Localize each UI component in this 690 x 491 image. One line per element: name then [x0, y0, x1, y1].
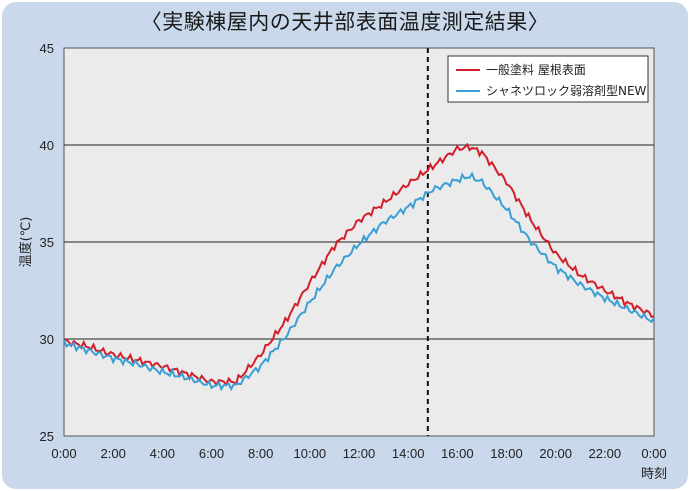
x-tick-label: 6:00 [199, 446, 224, 461]
x-tick-label: 12:00 [343, 446, 376, 461]
x-tick-label: 2:00 [101, 446, 126, 461]
x-tick-label: 16:00 [441, 446, 474, 461]
x-tick-label: 0:00 [641, 446, 666, 461]
y-tick-label: 40 [40, 138, 54, 153]
y-tick-label: 45 [40, 41, 54, 56]
series-line-2 [63, 171, 655, 392]
legend-label-2: シャネツロック弱溶剤型NEW [486, 83, 647, 98]
x-tick-label: 14:00 [392, 446, 425, 461]
y-axis-label: 温度(℃) [18, 217, 34, 268]
y-tick-label: 25 [40, 429, 54, 444]
x-tick-label: 4:00 [150, 446, 175, 461]
x-axis-label: 時刻 [641, 467, 667, 482]
x-tick-label: 20:00 [539, 446, 572, 461]
legend-label-1: 一般塗料 屋根表面 [486, 62, 586, 77]
y-tick-label: 30 [40, 332, 54, 347]
x-tick-label: 8:00 [248, 446, 273, 461]
legend-box [447, 55, 649, 103]
x-tick-label: 18:00 [490, 446, 523, 461]
x-tick-label: 0:00 [51, 446, 76, 461]
chart-title: 〈実験棟屋内の天井部表面温度測定結果〉 [140, 10, 550, 34]
x-tick-label: 10:00 [294, 446, 327, 461]
y-tick-label: 35 [40, 235, 54, 250]
x-tick-label: 22:00 [589, 446, 622, 461]
